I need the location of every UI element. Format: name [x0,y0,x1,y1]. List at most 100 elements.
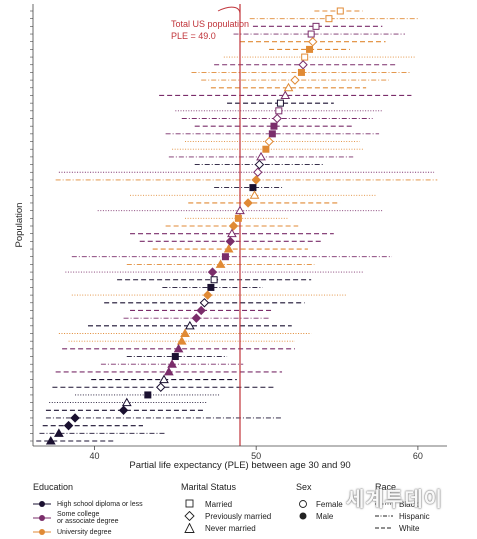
point-triangle [280,90,291,99]
point-diamond [251,175,261,185]
point-diamond [254,159,265,170]
point-diamond [70,413,80,423]
point-diamond [264,136,274,147]
reference-label-line2: PLE = 49.0 [171,31,216,41]
point-triangle [173,343,184,353]
legend-item-hs: High school diploma or less [33,498,143,510]
point-diamond [253,167,263,177]
square-icon [181,499,199,509]
point-square [234,214,242,222]
point-triangle [180,328,190,337]
reference-callout [217,6,241,15]
point-square [210,276,218,284]
legend-sex-title: Sex [296,482,312,492]
legend-marital: Marital Status Married Previously marrie… [181,482,271,534]
point-square [268,130,276,138]
circle-filled-icon [296,511,310,521]
legend-item-black: Black [375,498,430,510]
legend-race-title: Race [375,482,397,492]
point-triangle [159,374,169,384]
point-diamond [225,236,236,247]
point-diamond [199,298,210,308]
point-triangle [256,151,266,161]
point-square [276,99,284,107]
point-square [270,122,278,130]
point-triangle [249,190,260,199]
point-square [312,22,320,30]
legend-label-never-married: Never married [205,523,256,533]
legend-line-marker-sc [33,513,51,523]
legend-item-white: White [375,522,430,534]
point-diamond [191,313,202,323]
point-square [336,7,344,15]
dashed-line-icon [375,523,393,533]
y-axis-label: Population [14,203,25,248]
point-triangle [176,336,187,345]
point-square [301,53,309,61]
reference-label-line1: Total US population [171,19,249,29]
legend-line-marker-ud [33,527,51,537]
point-square [249,184,257,192]
point-diamond [202,290,213,300]
x-axis-ticks: 40 50 60 [89,446,423,461]
legend-label-hs: High school diploma or less [57,500,143,508]
legend-item-male: Male [296,510,343,522]
legend-label-white: White [399,523,420,533]
diamond-icon [181,510,199,522]
legend-item-ud: University degree [33,526,143,538]
point-triangle [54,428,64,437]
legend-label-hispanic: Hispanic [399,511,430,521]
point-diamond [118,405,129,415]
legend-label-previously-married: Previously married [205,511,272,521]
circle-open-icon [296,499,310,509]
point-triangle [45,435,56,445]
point-diamond [156,382,166,392]
legend-item-sc: Some college or associate degree [33,510,143,526]
legend-label-male: Male [316,511,334,521]
point-square [221,253,229,261]
x-tick-label: 40 [89,451,99,461]
point-triangle [121,397,132,407]
data-points [45,7,344,445]
point-diamond [272,113,282,124]
legend-marital-title: Marital Status [181,482,237,492]
point-square [275,107,283,115]
legend-education-title: Education [33,482,74,492]
dotted-line-icon [375,499,393,509]
legend-item-female: Female [296,498,343,510]
legend-label-black: Black [399,499,419,509]
dashdot-line-icon [375,511,393,521]
watermark-logo: 세계투데이 [346,489,443,511]
legend-race: Race Black Hispanic White [375,482,430,534]
point-square [307,30,315,38]
point-square [262,145,270,153]
legend-item-married: Married [181,498,271,510]
point-triangle [227,228,237,238]
point-triangle [283,82,294,92]
point-diamond [207,267,218,277]
x-tick-label: 50 [251,451,261,461]
point-diamond [298,60,308,70]
point-triangle [215,259,226,268]
legend-label-ud: University degree [57,528,112,536]
y-axis-ticks [30,10,33,442]
point-square [171,353,179,361]
x-tick-label: 60 [413,451,423,461]
point-diamond [290,75,300,85]
point-diamond [243,198,253,208]
x-axis-label: Partial life expectancy (PLE) between ag… [129,460,350,471]
point-triangle [223,244,234,253]
point-square [306,45,314,53]
point-diamond [308,37,318,47]
legend-item-previously-married: Previously married [181,510,271,522]
point-diamond [196,305,206,316]
legend-label-female: Female [316,499,343,509]
point-triangle [163,366,174,376]
legend-item-never-married: Never married [181,522,271,534]
point-triangle [167,359,177,368]
legend-education: Education High school diploma or less So… [33,482,143,538]
point-square [325,15,333,23]
legend-label-married: Married [205,499,233,509]
point-triangle [235,205,245,215]
